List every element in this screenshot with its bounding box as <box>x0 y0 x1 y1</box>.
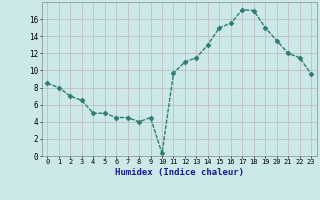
X-axis label: Humidex (Indice chaleur): Humidex (Indice chaleur) <box>115 168 244 177</box>
